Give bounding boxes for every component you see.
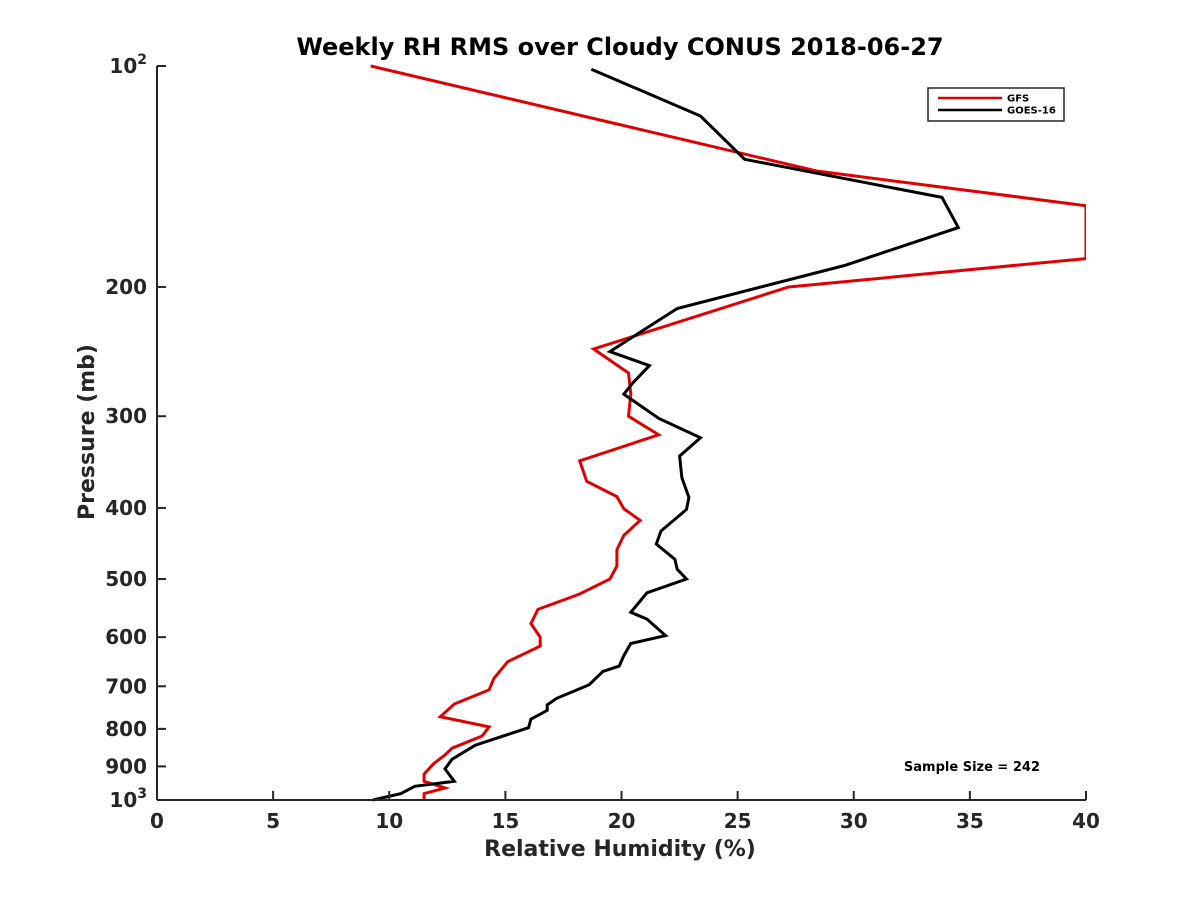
series-layer — [370, 64, 1086, 802]
y-tick-label: 103 — [109, 786, 147, 812]
axes: 0 5 10 15 20 25 30 35 40 102 200 300 400 500 600 700 800… — [105, 52, 1100, 833]
x-tick-label: 30 — [840, 809, 868, 833]
x-tick-label: 20 — [608, 809, 636, 833]
y-tick-label: 900 — [105, 754, 147, 778]
legend-box — [927, 87, 1065, 122]
legend-label-gfs: GFS — [1007, 94, 1029, 105]
x-tick-label: 35 — [956, 809, 984, 833]
series-line-gfs — [370, 64, 1086, 800]
y-tick-label: 600 — [105, 625, 147, 649]
sample-size-annotation: Sample Size = 242 — [904, 760, 1040, 775]
y-tick-label: 700 — [105, 674, 147, 698]
series-line-goes16 — [372, 67, 961, 802]
x-tick-label: 25 — [724, 809, 752, 833]
x-tick-label: 10 — [375, 809, 403, 833]
x-tick-label: 0 — [150, 809, 164, 833]
y-tick-label: 200 — [105, 275, 147, 299]
legend: GFS GOES-16 — [927, 87, 1065, 122]
y-tick-label: 300 — [105, 404, 147, 428]
x-tick-label: 40 — [1072, 809, 1100, 833]
y-tick-label: 400 — [105, 496, 147, 520]
y-tick-label: 500 — [105, 567, 147, 591]
y-tick-label: 800 — [105, 717, 147, 741]
y-tick-label: 102 — [109, 52, 147, 78]
chart-title: Weekly RH RMS over Cloudy CONUS 2018-06-… — [296, 33, 943, 61]
y-axis-title: Pressure (mb) — [75, 344, 100, 520]
legend-label-goes16: GOES-16 — [1007, 106, 1056, 117]
x-tick-label: 15 — [491, 809, 519, 833]
x-tick-label: 5 — [266, 809, 280, 833]
x-axis-title: Relative Humidity (%) — [484, 837, 756, 862]
